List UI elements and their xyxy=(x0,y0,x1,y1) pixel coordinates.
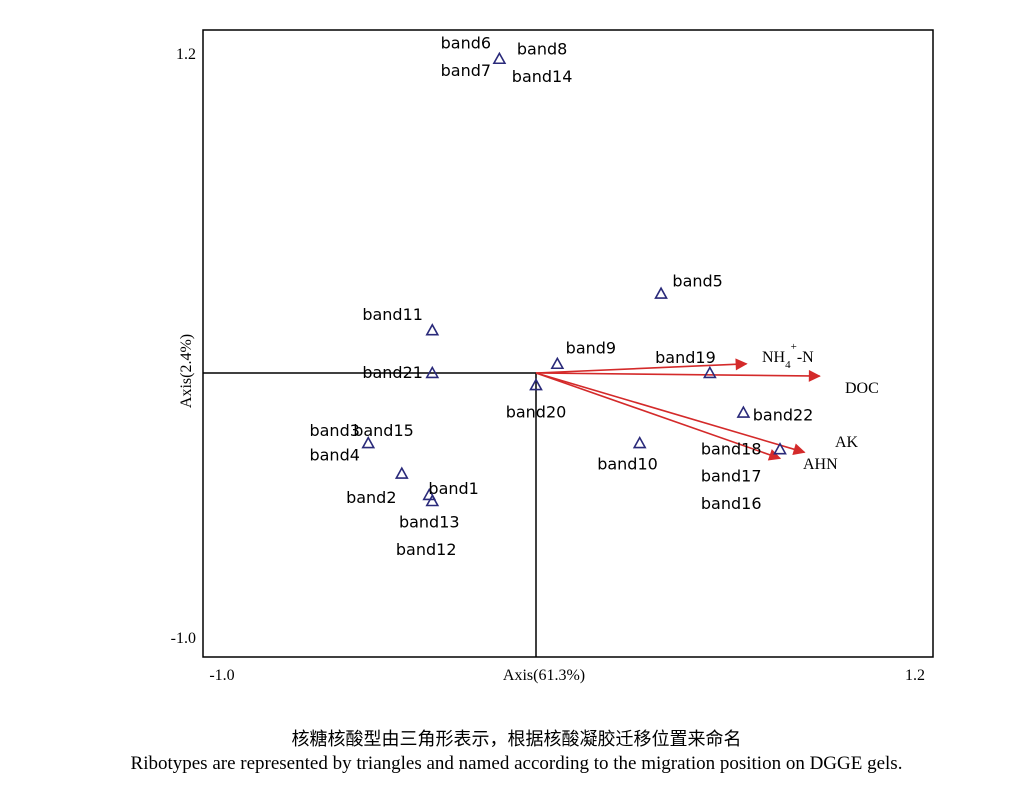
x-tick-label: -1.0 xyxy=(209,667,234,684)
ribotype-label: band20 xyxy=(506,403,567,422)
ribotype-triangle xyxy=(702,365,717,379)
ribotype-triangle xyxy=(425,365,440,379)
x-tick-label: 1.2 xyxy=(905,667,925,684)
env-arrow-label-part: 4 xyxy=(785,359,791,371)
ribotype-triangle xyxy=(773,442,787,455)
ribotype-triangle xyxy=(654,286,668,299)
ribotype-label: band4 xyxy=(309,445,359,464)
ribotype-label: band1 xyxy=(428,479,478,498)
ribotype-label: band5 xyxy=(672,272,722,291)
points-layer xyxy=(361,51,787,507)
ribotype-label: band21 xyxy=(362,363,423,382)
ordination-chart: -1.0 1.2 1.2 -1.0 Axis(61.3%) Axis(2.4%) NH4+… xyxy=(171,29,934,684)
env-arrow-doc xyxy=(535,369,821,382)
ribotype-triangle xyxy=(394,466,409,479)
env-arrow-ahn xyxy=(535,372,782,461)
caption-english: Ribotypes are represented by triangles a… xyxy=(130,753,903,774)
ribotype-triangle xyxy=(736,405,751,418)
ribotype-triangle xyxy=(632,436,647,449)
y-axis-title: Axis(2.4%) xyxy=(178,334,195,408)
env-arrow-ak xyxy=(535,372,806,455)
ribotype-label: band8 xyxy=(517,40,567,59)
env-arrow-label-part: NH xyxy=(762,349,786,366)
ribotype-label: band2 xyxy=(346,488,396,507)
ribotype-triangle xyxy=(529,378,543,391)
ribotype-triangle xyxy=(550,356,565,370)
plot-frame xyxy=(202,29,934,658)
ribotype-label: band11 xyxy=(362,305,423,324)
figure-caption: 核糖核酸型由三角形表示，根据核酸凝胶迁移位置来命名 Ribotypes are … xyxy=(0,728,1033,776)
env-arrow-label: DOC xyxy=(845,380,879,397)
env-arrow-label: NH4+-N xyxy=(762,341,814,371)
ribotype-label: band22 xyxy=(753,406,814,425)
ribotype-label: band9 xyxy=(566,339,616,358)
ribotype-label: band19 xyxy=(655,348,716,367)
env-arrow-label: AK xyxy=(835,434,859,451)
ribotype-triangle xyxy=(425,323,440,336)
ribotype-label: band18 xyxy=(701,439,762,458)
ribotype-label: band15 xyxy=(353,421,414,440)
caption-chinese: 核糖核酸型由三角形表示，根据核酸凝胶迁移位置来命名 xyxy=(291,729,742,750)
y-tick-label: -1.0 xyxy=(171,630,196,647)
ribotype-triangle xyxy=(422,487,437,501)
ribotype-triangle xyxy=(361,436,376,449)
ribotype-label: band10 xyxy=(597,455,658,474)
env-arrow-label: AHN xyxy=(803,456,838,473)
arrows-layer: NH4+-N DOC AK AHN xyxy=(535,341,879,473)
ribotype-label: band7 xyxy=(441,61,491,80)
axes-layer: -1.0 1.2 1.2 -1.0 Axis(61.3%) Axis(2.4%) xyxy=(171,46,925,684)
ribotype-label: band17 xyxy=(701,467,762,486)
y-tick-label: 1.2 xyxy=(176,46,196,63)
ribotype-triangle xyxy=(492,51,507,65)
ribotype-label: band12 xyxy=(396,540,457,559)
ribotype-label: band16 xyxy=(701,494,762,513)
x-axis-title: Axis(61.3%) xyxy=(503,667,585,684)
ribotype-label: band13 xyxy=(399,512,460,531)
env-arrow-label-part: + xyxy=(791,341,797,353)
ribotype-label: band3 xyxy=(309,421,359,440)
env-arrow-label-part: -N xyxy=(797,349,814,366)
ribotype-label: band6 xyxy=(441,34,491,53)
ribotype-triangle xyxy=(425,493,440,507)
ribotype-label: band14 xyxy=(512,67,573,86)
labels-layer: band6band7band8band14band5band11band9ban… xyxy=(309,34,813,559)
env-arrow-nh4n xyxy=(535,358,748,374)
